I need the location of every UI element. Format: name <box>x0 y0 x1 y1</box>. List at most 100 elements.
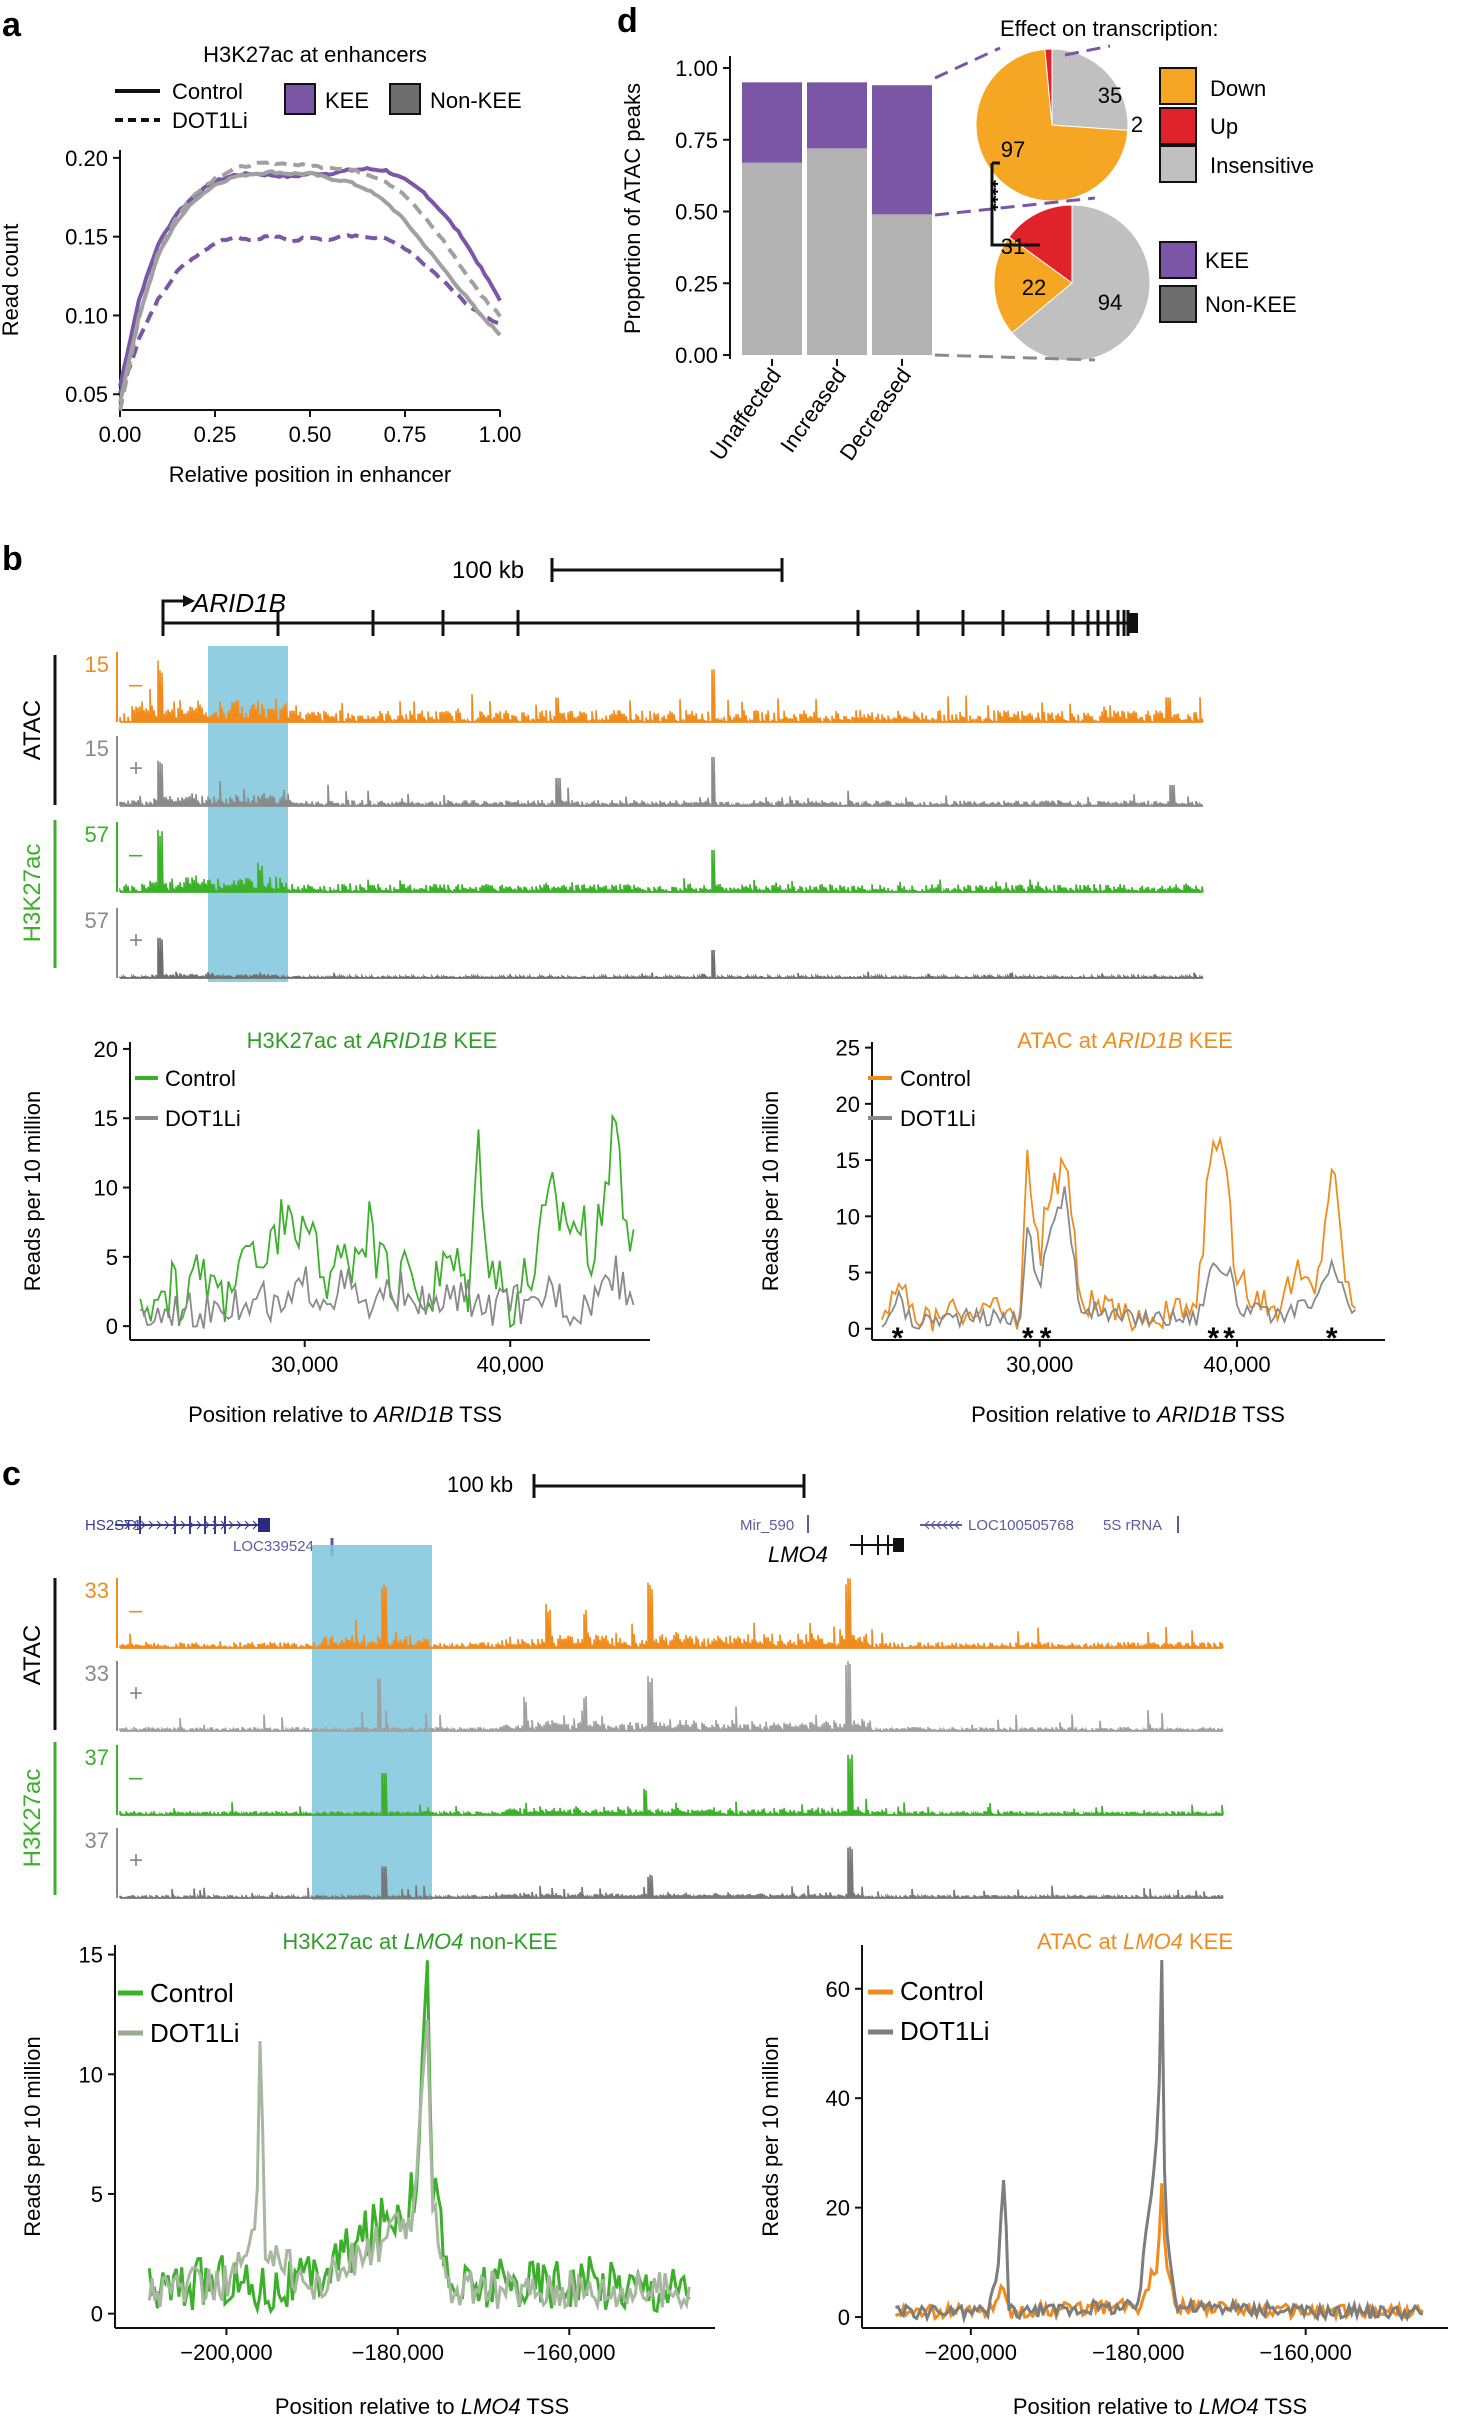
panel-b: b 100 kb ARID1B 15–15+57–57+ ATAC H3K27a… <box>2 540 1385 1427</box>
legend-up-label: Up <box>1210 114 1238 139</box>
plot-a: 0.05 0.10 0.15 0.20 0.00 0.25 0.50 0.75 1.00 Read… <box>0 146 521 487</box>
legend-up-swatch <box>1159 107 1197 145</box>
strand-arrow <box>204 1520 210 1530</box>
strand-arrow <box>236 1520 242 1530</box>
series-line-kee-dot-li <box>118 232 501 395</box>
x-tick-label: 0.50 <box>289 422 332 447</box>
legend-insensitive-label: Insensitive <box>1210 153 1314 178</box>
legend-nonkee-d-swatch <box>1159 285 1197 323</box>
panel-d: d 0.00 0.25 0.50 0.75 1.00 Proportion of ATAC… <box>617 2 1314 465</box>
significance-asterisk: * <box>892 1322 904 1355</box>
y-tick-label: 15 <box>836 1148 860 1173</box>
x-tick-label: −180,000 <box>1092 2340 1184 2365</box>
strand-arrow <box>132 1520 138 1530</box>
plot-d-bars: 0.00 0.25 0.50 0.75 1.00 Proportion of ATAC p… <box>620 56 932 465</box>
legend-c-right-control: Control <box>900 1976 984 2006</box>
tss-arrow-head-b <box>183 595 195 607</box>
bar-non-kee-decreased <box>872 214 932 355</box>
significance-asterisk: * <box>1326 1322 1338 1355</box>
y-tick-label: 0.75 <box>675 128 718 153</box>
plot-b-left-xlabel: Position relative to ARID1B TSS <box>188 1402 502 1427</box>
x-axis-label: Relative position in enhancer <box>169 462 452 487</box>
legend-b-right-dot1li: DOT1Li <box>900 1106 976 1131</box>
legend-down-swatch <box>1159 67 1197 105</box>
x-tick-label: 0.00 <box>99 422 142 447</box>
exon-block-hs2st1 <box>258 1518 270 1532</box>
legend-nonkee-d-label: Non-KEE <box>1205 292 1297 317</box>
x-tick-label: −180,000 <box>352 2340 444 2365</box>
y-tick-label: 0.05 <box>65 382 108 407</box>
pie-label: 2 <box>1131 112 1143 137</box>
track-scale: 37 <box>85 1828 109 1853</box>
strand-arrow <box>164 1520 170 1530</box>
strand-arrow <box>140 1520 146 1530</box>
pie-label: 35 <box>1098 83 1122 108</box>
legend-insensitive-swatch <box>1159 145 1197 183</box>
y-tick-label: 0 <box>848 1317 860 1342</box>
exon-block-b <box>1128 613 1138 633</box>
connector-kee-top <box>934 46 1001 80</box>
connector-kee-bottom <box>934 196 1096 217</box>
strand-arrow <box>948 1520 954 1530</box>
bar-non-kee-unaffected <box>742 162 802 355</box>
y-tick-label: 20 <box>826 2196 850 2221</box>
panel-letter-c: c <box>2 1455 21 1493</box>
strand-arrow <box>954 1520 960 1530</box>
x-tick-label: 0.75 <box>384 422 427 447</box>
plot-b-right-xlabel: Position relative to ARID1B TSS <box>971 1402 1285 1427</box>
strand-arrow <box>156 1520 162 1530</box>
x-tick-label: 40,000 <box>1203 1352 1270 1377</box>
track-sign: + <box>129 1680 143 1707</box>
track-scale: 57 <box>85 822 109 847</box>
x-tick-label: 1.00 <box>479 422 522 447</box>
y-tick-label: 40 <box>826 2086 850 2111</box>
track-sign: – <box>129 1764 143 1791</box>
series-line-dot1li <box>895 1959 1424 2324</box>
series-line-dot1li <box>147 2019 691 2312</box>
track-scale: 37 <box>85 1745 109 1770</box>
strand-arrow <box>180 1520 186 1530</box>
pie-label: 94 <box>1098 290 1122 315</box>
x-tick-label: −160,000 <box>1259 2340 1351 2365</box>
plot-b-left: 0 5 10 15 20 30,000 40,000 Reads per 10 million <box>20 1037 650 1377</box>
y-axis-label: Read count <box>0 224 23 337</box>
tss-arrow-b <box>161 599 186 623</box>
y-tick-label: 20 <box>836 1092 860 1117</box>
track-scale: 57 <box>85 908 109 933</box>
y-tick-label: 5 <box>91 2182 103 2207</box>
x-tick-label: −160,000 <box>523 2340 615 2365</box>
series-line-non-kee-dot-li <box>118 159 502 412</box>
series-line-non-kee-control <box>118 169 502 404</box>
tracks-b: 15–15+57–57+ <box>85 652 1204 979</box>
bar-kee-decreased <box>872 85 932 215</box>
y-tick-label: 20 <box>94 1037 118 1062</box>
y-tick-label: 0.10 <box>65 303 108 328</box>
series-line-dot1li <box>881 1186 1357 1330</box>
legend-kee-d-label: KEE <box>1205 248 1249 273</box>
legend-c-left-dot1li: DOT1Li <box>150 2018 240 2048</box>
legend-kee-d-swatch <box>1159 241 1197 279</box>
significance-asterisk: * <box>1207 1322 1219 1355</box>
strand-arrow <box>942 1520 948 1530</box>
tracks-c: 33–33+37–37+ <box>85 1577 1224 1899</box>
y-tick-label: 25 <box>836 1036 860 1061</box>
y-axis-label: Proportion of ATAC peaks <box>620 83 645 334</box>
y-tick-label: 10 <box>79 2062 103 2087</box>
connector-nonkee <box>934 353 1096 362</box>
y-tick-label: 0.25 <box>675 271 718 296</box>
series-line-control <box>894 2183 1424 2323</box>
legend-c-right-dot1li: DOT1Li <box>900 2016 990 2046</box>
exon-block-lmo4 <box>893 1538 904 1552</box>
highlight-region-b <box>208 646 288 982</box>
gene-label-loc339524: LOC339524 <box>233 1538 314 1555</box>
legend-nonkee-label: Non-KEE <box>430 88 522 113</box>
y-tick-label: 5 <box>106 1245 118 1270</box>
y-axis-label: Reads per 10 million <box>758 2036 783 2237</box>
bar-non-kee-increased <box>807 148 867 355</box>
plot-c-right: 0 20 40 60 −200,000 −180,000 −160,000 Reads per… <box>758 1945 1448 2365</box>
gene-label-mir590: Mir_590 <box>740 1517 794 1534</box>
series-line-control <box>139 1113 635 1329</box>
plot-c-left: 0 5 10 15 −200,000 −180,000 −160,000 Reads per … <box>20 1943 715 2365</box>
x-tick-label: 30,000 <box>1006 1352 1073 1377</box>
